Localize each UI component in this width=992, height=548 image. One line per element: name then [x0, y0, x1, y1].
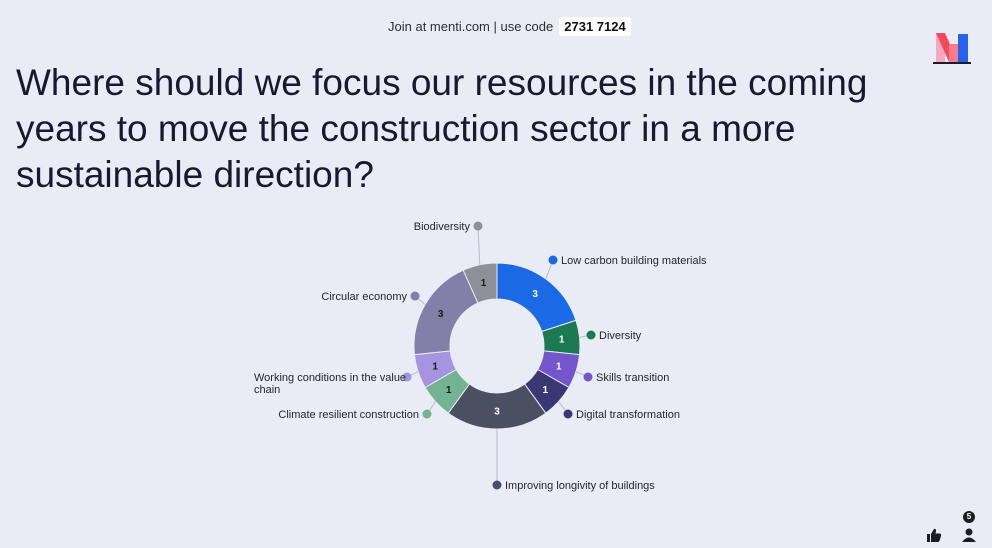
- legend-dot-0: [548, 255, 558, 265]
- legend-dot-2: [583, 372, 593, 382]
- category-label-8: Biodiversity: [414, 221, 471, 233]
- legend-dot-3: [563, 409, 573, 419]
- legend-dot-4: [492, 480, 502, 490]
- slice-value-0: 3: [532, 289, 538, 300]
- slice-value-3: 1: [543, 385, 549, 396]
- slice-7: [413, 269, 479, 356]
- category-label-4: Improving longivity of buildings: [505, 480, 655, 492]
- slice-value-7: 3: [438, 309, 444, 320]
- join-text: Join at menti.com | use code: [388, 18, 554, 34]
- category-label-7: Circular economy: [321, 291, 407, 303]
- legend-dot-5: [422, 409, 432, 419]
- category-label-1: Diversity: [599, 330, 642, 342]
- slice-value-5: 1: [446, 385, 452, 396]
- leader-line-8: [477, 225, 481, 265]
- legend-dot-6: [402, 372, 412, 382]
- slice-value-8: 1: [481, 278, 487, 289]
- slice-value-2: 1: [556, 362, 562, 373]
- slice-value-4: 3: [494, 407, 500, 418]
- slice-8: [462, 262, 498, 304]
- question-title: Where should we focus our resources in t…: [16, 62, 868, 195]
- legend-dot-1: [586, 330, 596, 340]
- category-label-2: Skills transition: [596, 372, 669, 384]
- join-code: 2731 7124: [559, 16, 631, 36]
- legend-dot-7: [410, 291, 420, 301]
- thumbs-up-icon[interactable]: [926, 527, 942, 543]
- category-label-0: Low carbon building materials: [561, 255, 707, 267]
- category-label-5: Climate resilient construction: [278, 409, 419, 421]
- category-label-3: Digital transformation: [576, 409, 680, 421]
- participants-icon: [962, 528, 976, 542]
- category-label-6: Working conditions in the value chain: [254, 372, 406, 396]
- legend-dot-8: [473, 221, 483, 231]
- join-instructions: Join at menti.com | use code 2731 7124: [388, 15, 631, 37]
- slice-value-1: 1: [559, 335, 565, 346]
- mentimeter-logo-icon: [933, 33, 971, 64]
- slice-value-6: 1: [432, 362, 438, 373]
- participants-count-badge: 5: [963, 511, 975, 523]
